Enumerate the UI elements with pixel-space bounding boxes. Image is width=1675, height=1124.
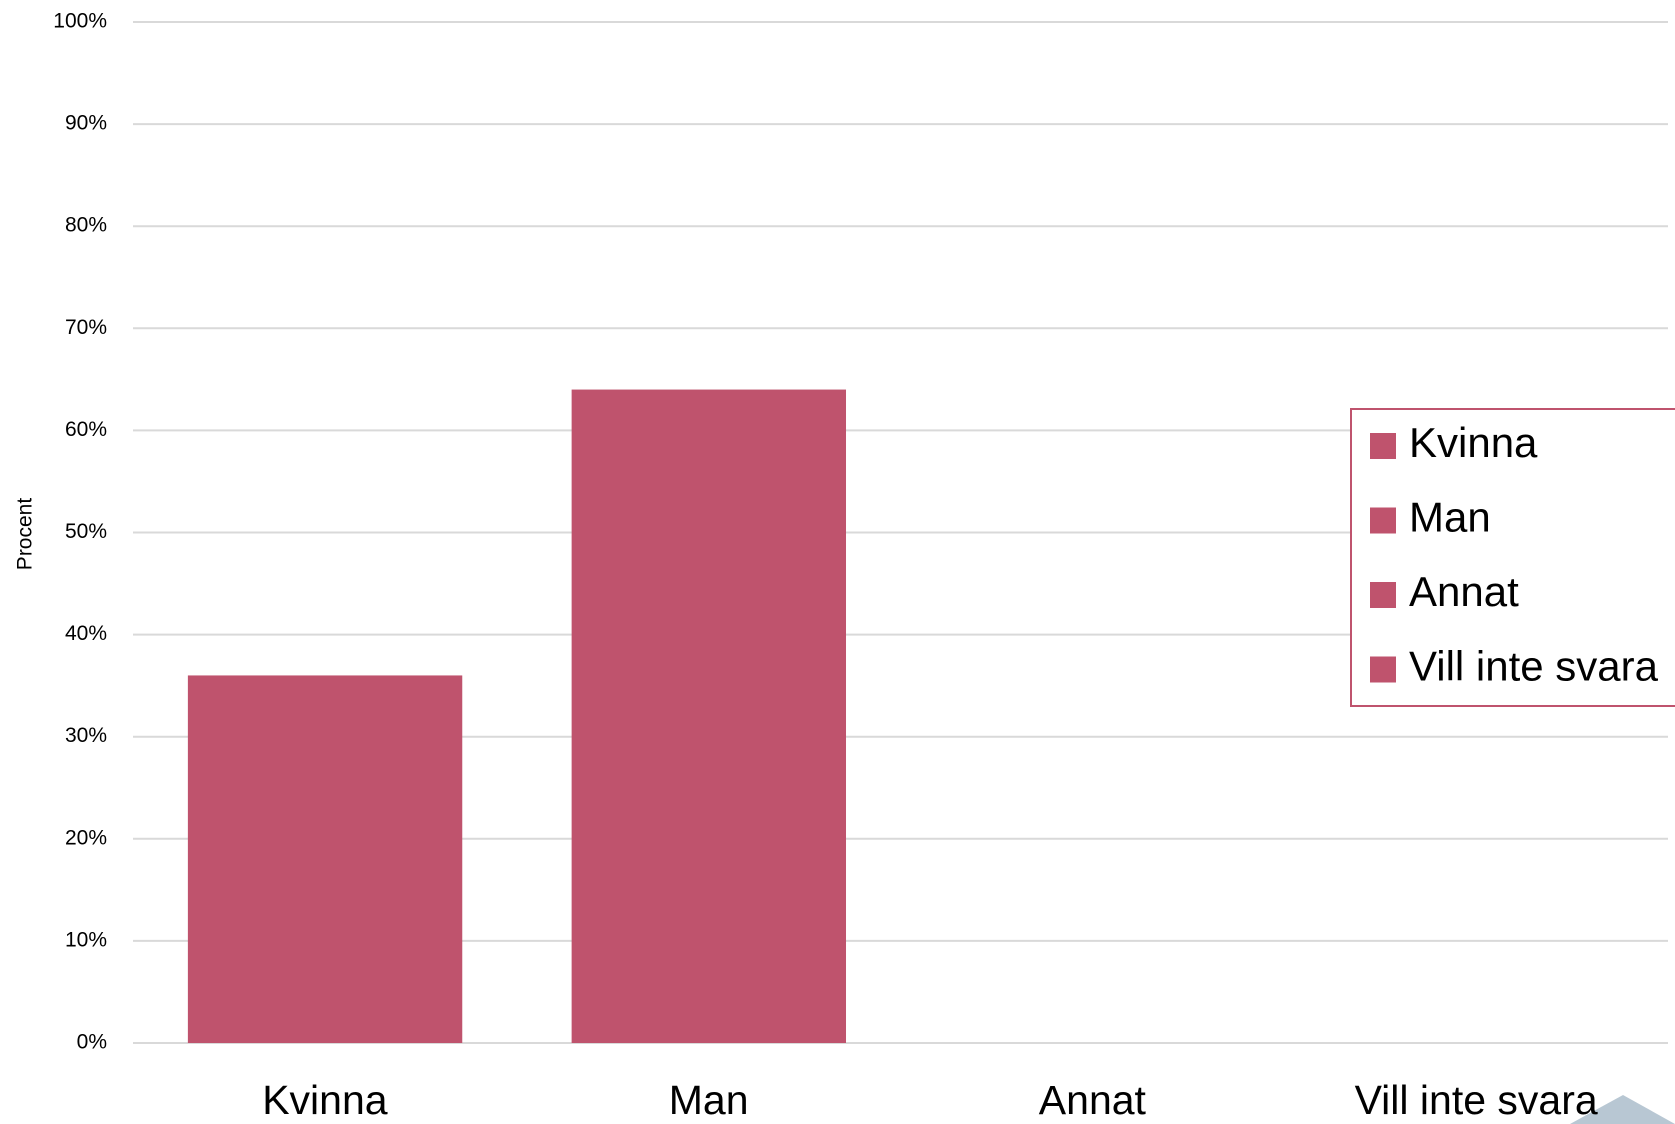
y-tick-label: 50%	[65, 520, 107, 543]
y-tick-label: 40%	[65, 622, 107, 645]
legend-label: Annat	[1409, 568, 1519, 615]
y-axis-title: Procent	[14, 498, 37, 571]
legend-label: Vill inte svara	[1409, 643, 1659, 690]
bar	[571, 389, 847, 1043]
y-tick-label: 90%	[65, 112, 107, 135]
bar	[187, 675, 463, 1043]
y-tick-label: 80%	[65, 214, 107, 237]
legend-swatch	[1370, 656, 1396, 683]
legend-swatch	[1370, 507, 1396, 534]
y-tick-label: 100%	[53, 10, 107, 33]
y-tick-label: 70%	[65, 316, 107, 339]
y-tick-label: 30%	[65, 724, 107, 747]
corner-decoration	[1570, 1095, 1675, 1124]
x-tick-label: Vill inte svara	[1355, 1077, 1598, 1123]
x-tick-label: Annat	[1039, 1077, 1147, 1123]
x-tick-label: Kvinna	[262, 1077, 388, 1123]
x-tick-label: Man	[669, 1077, 749, 1123]
legend-swatch	[1370, 433, 1396, 459]
y-tick-label: 60%	[65, 418, 107, 441]
legend-swatch	[1370, 582, 1396, 608]
y-tick-label: 0%	[77, 1031, 107, 1054]
y-tick-label: 20%	[65, 826, 107, 849]
legend-label: Man	[1409, 494, 1491, 541]
y-tick-label: 10%	[65, 928, 107, 951]
legend-box	[1350, 408, 1675, 707]
legend-label: Kvinna	[1409, 419, 1538, 466]
